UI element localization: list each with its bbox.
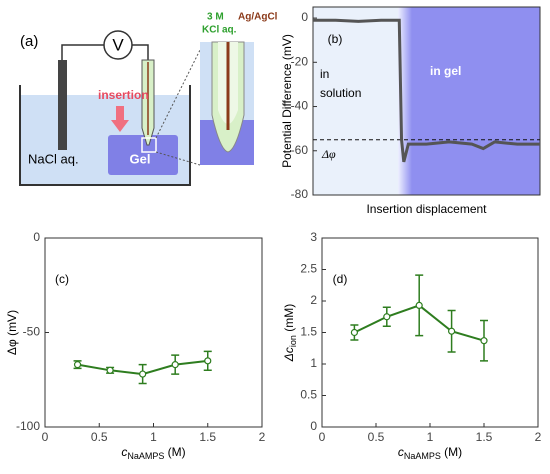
x-tick-label: 1 <box>427 430 434 444</box>
beaker <box>19 85 191 186</box>
label-unit: (M) <box>441 445 462 459</box>
y-tick-label: -80 <box>291 187 309 201</box>
data-point <box>480 337 488 345</box>
annotation: in <box>320 67 329 81</box>
annotation: Δφ <box>321 147 336 161</box>
x-tick-label: 0.5 <box>91 430 108 444</box>
y-axis-label: Potential Difference (mV) <box>280 34 294 168</box>
plot-frame <box>44 237 263 428</box>
y-tick-label: 0.5 <box>300 388 317 402</box>
y-tick-label: -40 <box>291 99 309 113</box>
data-point <box>415 301 423 310</box>
annotation: solution <box>320 86 361 100</box>
electrode-label: Ag/AgCl <box>238 12 278 23</box>
label-subscript: NaAMPS <box>404 451 441 461</box>
data-point <box>139 370 147 378</box>
y-tick-label: 0 <box>33 230 40 244</box>
y-tick-label: 3 <box>310 230 317 244</box>
voltmeter-label: V <box>112 35 124 54</box>
y-axis-label: Δφ (mV) <box>5 310 19 355</box>
data-point <box>383 313 391 321</box>
x-axis-label: cNaAMPS (M) <box>121 445 185 461</box>
gel-block <box>108 135 178 175</box>
electrode <box>58 60 67 150</box>
region-solution <box>313 7 403 195</box>
panel-label: (b) <box>328 32 343 46</box>
label-symbol: c <box>121 445 127 459</box>
label-subscript: ion <box>288 335 298 347</box>
x-tick-label: 1.5 <box>476 430 493 444</box>
zoom-lines <box>155 49 201 166</box>
x-tick-label: 0 <box>42 430 49 444</box>
x-tick-label: 2 <box>259 430 266 444</box>
zoom-box <box>141 137 157 153</box>
label-unit: (M) <box>164 445 185 459</box>
arrow <box>111 106 129 132</box>
x-tick-label: 0 <box>319 430 326 444</box>
data-point <box>106 366 114 374</box>
label-subscript: NaAMPS <box>127 451 164 461</box>
x-tick-label: 1.5 <box>199 430 216 444</box>
x-axis-label: cNaAMPS (M) <box>398 445 462 461</box>
annotation: in gel <box>430 64 461 78</box>
x-tick-label: 2 <box>535 430 542 444</box>
kcl-label: KCl aq. <box>202 25 237 36</box>
wire <box>61 44 149 60</box>
y-tick-label: 2 <box>310 293 317 307</box>
y-tick-label: 1 <box>310 356 317 370</box>
label-unit: (mM) <box>282 304 296 335</box>
y-tick-label: 2.5 <box>300 262 317 276</box>
y-tick-label: 0 <box>301 10 308 24</box>
panel-label: (a) <box>20 33 38 50</box>
data-point <box>73 361 82 369</box>
y-tick-label: -60 <box>291 143 309 157</box>
data-line <box>313 18 540 163</box>
y-tick-label: 0 <box>310 419 317 433</box>
panel-label: (c) <box>55 272 69 286</box>
panel-label: (d) <box>333 272 348 286</box>
y-tick-label: -20 <box>291 54 309 68</box>
label-symbol: c <box>398 445 404 459</box>
x-tick-label: 1 <box>150 430 157 444</box>
region-gel <box>412 7 540 195</box>
insertion-label: insertion <box>98 88 149 102</box>
data-point <box>350 328 358 337</box>
solution-label: NaCl aq. <box>28 151 79 166</box>
data-point <box>204 357 212 365</box>
x-axis-label: Insertion displacement <box>366 202 487 216</box>
kcl-conc: 3 M <box>207 12 224 23</box>
voltmeter <box>103 30 133 60</box>
y-axis-label: Δcion (mM) <box>282 304 298 362</box>
x-tick-label: 0.5 <box>368 430 385 444</box>
panel-a: (a) V insertion NaCl aq. Gel 3 M KCl aq.… <box>19 12 278 186</box>
gel-label: Gel <box>130 151 151 166</box>
y-tick-label: 1.5 <box>300 325 317 339</box>
y-tick-label: -50 <box>23 325 41 339</box>
label-symbol: Δc <box>282 347 296 362</box>
data-point <box>171 361 179 369</box>
data-point <box>448 327 456 335</box>
plot-frame <box>312 6 541 196</box>
y-tick-label: -100 <box>16 419 40 433</box>
